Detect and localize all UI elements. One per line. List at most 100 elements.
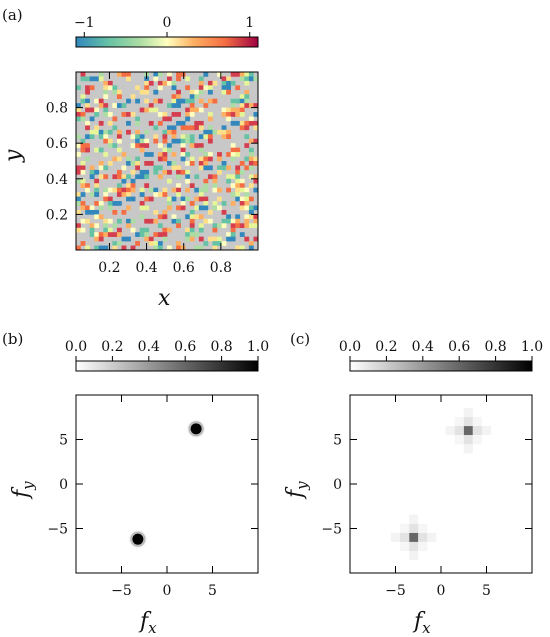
heatmap-a-cell (176, 205, 181, 211)
heatmap-a-cell (207, 112, 213, 117)
axis-a-xtick-label: 0.2 (98, 260, 120, 276)
heatmap-a-cell (103, 152, 109, 157)
heatmap-a-cell (221, 85, 227, 91)
heatmap-a-cell (248, 161, 254, 166)
heatmap-a-cell (116, 187, 122, 193)
heatmap-a-cell (89, 192, 95, 197)
heatmap-a-cell (180, 156, 186, 162)
heatmap-a-cell (116, 232, 122, 237)
heatmap-a-cell (185, 236, 191, 242)
heatmap-a-cell (253, 205, 259, 211)
heatmap-a-cell (144, 89, 150, 95)
heatmap-a-cell (116, 174, 122, 180)
heatmap-a-cell (103, 227, 109, 233)
heatmap-a-cell (194, 187, 200, 193)
heatmap-a-cell (244, 236, 250, 242)
heatmap-a-frame (75, 71, 259, 251)
heatmap-a-cell (76, 143, 81, 148)
heatmap-a-cell (135, 165, 140, 171)
heatmap-a-cell (76, 169, 81, 175)
peak-ring (130, 531, 146, 547)
heatmap-a-cell (171, 218, 177, 224)
heatmap-a-cell (226, 89, 231, 95)
heatmap-a-cell (167, 116, 172, 122)
heatmap-a-cell (180, 169, 186, 175)
axis-c-xtick-label: 0 (437, 583, 446, 599)
heatmap-a-cell (135, 232, 140, 237)
heatmap-a-cell (85, 245, 90, 251)
heatmap-a-cell (226, 232, 231, 237)
heatmap-a-cell (139, 201, 145, 206)
heatmap-a-cell (112, 232, 118, 237)
peak-pixel (454, 426, 464, 436)
heatmap-a-cell (103, 223, 109, 229)
heatmap-a-cell (130, 94, 136, 99)
heatmap-a-cell (207, 98, 213, 104)
heatmap-a-cell (162, 214, 168, 220)
heatmap-a-cell (180, 125, 186, 131)
heatmap-a-cell (135, 143, 140, 148)
heatmap-a-cell (207, 156, 213, 162)
heatmap-a-cell (167, 161, 172, 166)
heatmap-a-cell (189, 143, 195, 148)
heatmap-a-cell (189, 161, 195, 166)
heatmap-a-cell (185, 112, 191, 117)
axis-b-ytick-label: −5 (47, 522, 68, 538)
heatmap-a-cell (253, 223, 259, 229)
heatmap-a-cell (153, 245, 159, 251)
heatmap-a-cell (80, 165, 86, 171)
heatmap-a-cell (76, 112, 81, 117)
heatmap-a-cell (203, 72, 209, 77)
heatmap-a-cell (198, 89, 204, 95)
heatmap-a-cell (253, 178, 259, 184)
colorbar-b-tick-label: 0.2 (101, 339, 123, 355)
heatmap-a-cell (221, 201, 227, 206)
heatmap-a-cell (235, 196, 241, 202)
heatmap-a-cell (121, 152, 127, 157)
heatmap-a-cell (89, 169, 95, 175)
peak-pixel (454, 416, 464, 427)
heatmap-a-cell (89, 174, 95, 180)
heatmap-a-cell (130, 245, 136, 251)
heatmap-a-cell (203, 161, 209, 166)
heatmap-a-cell (176, 192, 181, 197)
colorbar-c-tick-label: 0.2 (375, 339, 397, 355)
heatmap-a-cell (180, 201, 186, 206)
heatmap-a-cell (244, 143, 250, 148)
heatmap-a-cell (76, 134, 81, 140)
heatmap-a-cell (94, 125, 100, 131)
heatmap-a-cell (130, 161, 136, 166)
heatmap-a-cell (189, 112, 195, 117)
heatmap-a-cell (221, 80, 227, 86)
heatmap-a-cell (121, 236, 127, 242)
heatmap-a-cell (162, 129, 168, 135)
heatmap-a-cell (162, 152, 168, 157)
heatmap-a-cell (198, 156, 204, 162)
heatmap-a-cell (248, 120, 254, 126)
heatmap-a-cell (162, 187, 168, 193)
heatmap-a-cell (94, 214, 100, 220)
heatmap-a-cell (80, 116, 86, 122)
heatmap-a-cell (194, 94, 200, 99)
heatmap-a-cell (144, 232, 150, 237)
heatmap-a-cell (98, 201, 104, 206)
heatmap-a-cell (144, 161, 150, 166)
heatmap-a-cell (103, 89, 109, 95)
heatmap-a-cell (112, 143, 118, 148)
axis-a-ytick-label: 0.2 (46, 207, 68, 223)
heatmap-a-cell (153, 72, 159, 77)
heatmap-a-cell (212, 223, 218, 229)
heatmap-a-cell (194, 214, 200, 220)
heatmap-a-cell (153, 218, 159, 224)
heatmap-a-cell (157, 112, 163, 117)
heatmap-a-cell (98, 129, 104, 135)
heatmap-a-cell (94, 223, 100, 229)
heatmap-a-cell (148, 241, 154, 246)
heatmap-a-cell (221, 209, 227, 215)
heatmap-a-cell (98, 120, 104, 126)
heatmap-a-cell (139, 232, 145, 237)
heatmap-a-cell (194, 196, 200, 202)
heatmap-a-cell (80, 98, 86, 104)
colorbar-b-tick-label: 0.4 (138, 339, 160, 355)
colorbar-c-tick-label: 0.8 (484, 339, 506, 355)
